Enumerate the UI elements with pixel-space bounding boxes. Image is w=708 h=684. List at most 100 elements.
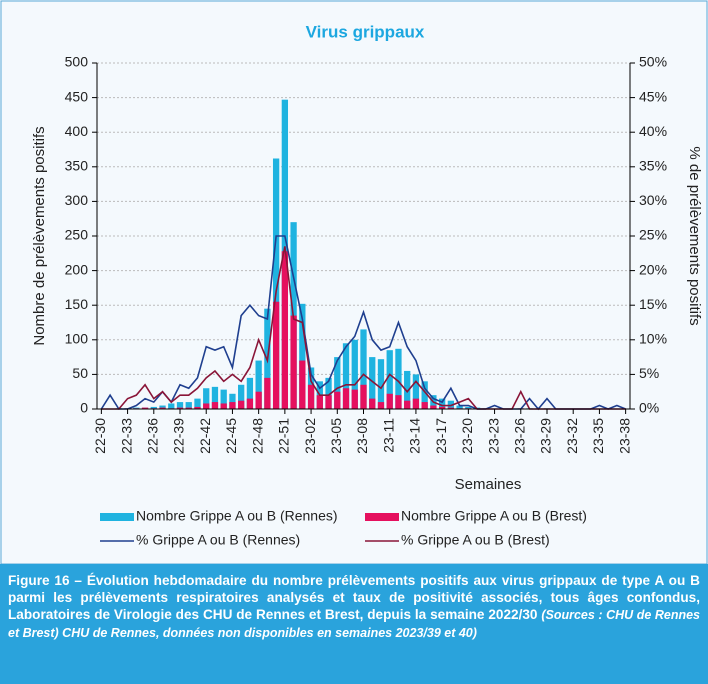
bar [176, 407, 184, 409]
bar [229, 393, 236, 409]
x-tick-label: 23-38 [616, 418, 632, 454]
x-tick-label: 23-11 [380, 418, 396, 453]
bar [421, 402, 428, 409]
bar [246, 377, 254, 409]
legend-label: Nombre Grippe A ou B (Rennes) [136, 508, 338, 524]
bar [150, 406, 157, 409]
bar [377, 402, 385, 409]
x-tick-label: 23-02 [302, 418, 318, 454]
x-axis-title: Semaines [455, 476, 522, 493]
y2-tick-label: 50% [639, 54, 667, 70]
bar [203, 388, 210, 409]
y-tick-label: 100 [65, 331, 89, 347]
bar [395, 348, 402, 409]
bar [325, 377, 332, 409]
bar [334, 357, 341, 409]
bar [465, 406, 472, 409]
bar [220, 389, 227, 409]
bar [185, 402, 192, 409]
bar [456, 405, 463, 409]
x-tick-label: 22-45 [223, 418, 239, 454]
bar [342, 388, 350, 409]
bar [316, 395, 323, 409]
bar [141, 407, 149, 409]
y2-axis-title: % de prélèvements positifs [686, 146, 703, 325]
chart-title: Virus grippaux [306, 22, 425, 41]
bar [307, 384, 315, 409]
x-tick-label: 22-33 [118, 418, 134, 454]
y-tick-label: 0 [80, 400, 88, 416]
bar [430, 405, 437, 409]
bar [369, 357, 376, 409]
bar [438, 406, 446, 409]
y2-tick-label: 25% [639, 227, 667, 243]
bar [194, 406, 201, 409]
x-tick-label: 22-30 [92, 418, 108, 454]
bar [238, 384, 245, 409]
bar [386, 393, 393, 409]
legend-label: Nombre Grippe A ou B (Brest) [401, 508, 587, 524]
bar [185, 407, 192, 409]
y2-tick-label: 40% [639, 123, 667, 139]
bar [229, 402, 236, 409]
y2-tick-label: 30% [639, 192, 667, 208]
x-tick-label: 23-08 [354, 418, 370, 454]
y-tick-label: 350 [65, 158, 89, 174]
bar [281, 251, 289, 409]
x-tick-label: 23-17 [433, 418, 449, 454]
y-tick-label: 50 [72, 365, 88, 381]
y2-tick-label: 5% [639, 365, 659, 381]
bar [133, 407, 140, 409]
bar [255, 391, 262, 409]
bar [421, 381, 428, 409]
x-tick-label: 22-39 [171, 418, 187, 454]
bar [404, 370, 411, 409]
bar [211, 402, 219, 409]
bar [264, 377, 271, 409]
caption-source: (Sources : CHU de Rennes et Brest) CHU d… [8, 608, 701, 640]
y-axis-title: Nombre de prélèvements positifs [31, 126, 48, 345]
bar [351, 389, 358, 409]
bar [386, 350, 393, 409]
bar [168, 403, 175, 409]
x-tick-label: 23-20 [459, 418, 475, 454]
x-tick-label: 22-48 [249, 418, 265, 454]
x-tick-label: 22-51 [276, 418, 292, 454]
bar [412, 374, 420, 409]
x-tick-label: 22-36 [144, 418, 160, 454]
y2-tick-label: 15% [639, 296, 667, 312]
bar [369, 398, 376, 409]
bar [412, 398, 420, 409]
legend-label: % Grippe A ou B (Brest) [401, 532, 550, 548]
x-tick-label: 23-26 [511, 418, 527, 454]
y2-tick-label: 20% [639, 261, 667, 277]
y-tick-label: 250 [65, 227, 89, 243]
y2-tick-label: 35% [639, 158, 667, 174]
bar [404, 400, 411, 409]
bar [325, 395, 332, 409]
legend-swatch [365, 513, 399, 521]
bar [176, 402, 184, 409]
bar [334, 391, 341, 409]
y-tick-label: 500 [65, 54, 89, 70]
y-tick-label: 150 [65, 296, 89, 312]
y2-tick-label: 0% [639, 400, 659, 416]
bar [360, 329, 367, 409]
bar [238, 400, 245, 409]
x-tick-label: 22-42 [197, 418, 213, 454]
bar [395, 395, 402, 409]
y-tick-label: 200 [65, 261, 89, 277]
bar [159, 405, 166, 409]
legend-swatch [100, 513, 134, 521]
bar [438, 398, 446, 409]
chart: Virus grippaux Semaines Nombre de prélèv… [0, 0, 708, 564]
bar [360, 384, 367, 409]
y-tick-label: 300 [65, 192, 89, 208]
y-tick-label: 450 [65, 88, 89, 104]
bar [290, 315, 297, 409]
bar [377, 359, 385, 409]
caption-text: Figure 16 – Évolution hebdomadaire du no… [8, 573, 700, 622]
bar [299, 303, 306, 409]
bar [246, 398, 254, 409]
bar [351, 339, 358, 409]
